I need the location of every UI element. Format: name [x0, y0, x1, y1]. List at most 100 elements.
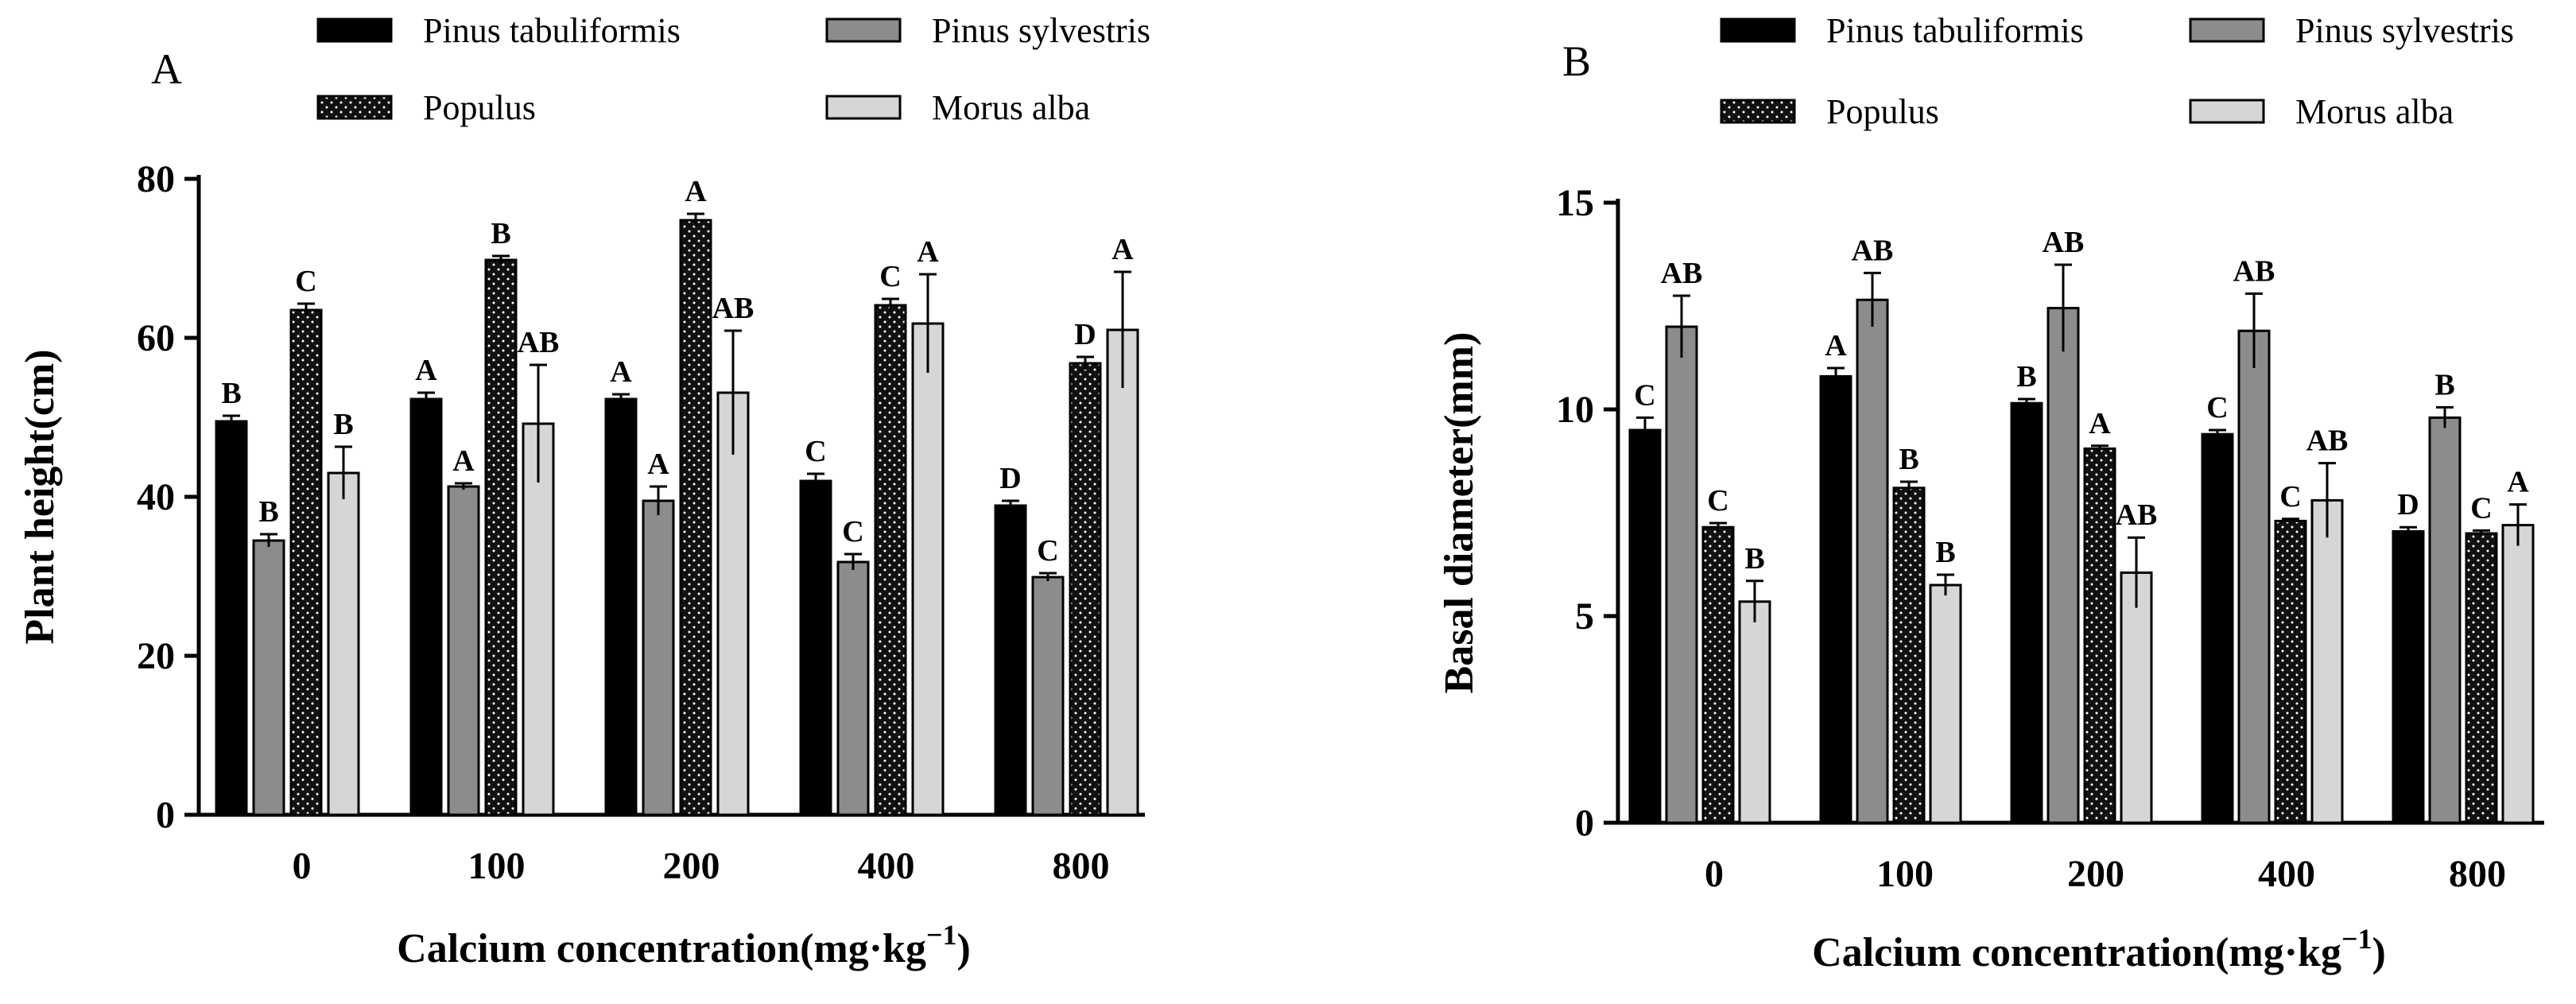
panel-a-legend-label-3: Populus — [423, 88, 536, 127]
panel-a-legend-label-4: Morus alba — [932, 88, 1090, 127]
panel-a-sig-label-s2-c4: C — [1037, 534, 1058, 568]
panel-a-x-tick-label-4: 800 — [1053, 845, 1110, 887]
panel-b-sig-label-s2-c0: AB — [1661, 257, 1703, 290]
panel-b-x-tick-label-1: 100 — [1876, 853, 1934, 895]
panel-a-bar-s4-c2 — [716, 391, 750, 816]
panel-b-x-tick-label-0: 0 — [1705, 853, 1724, 895]
panel-b-bar-s2-c0 — [1665, 325, 1698, 824]
panel-b-bar-s1-c0 — [1628, 428, 1662, 824]
panel-b-sig-label-s1-c3: C — [2206, 391, 2228, 424]
panel-b-bar-s2-c3 — [2237, 329, 2271, 824]
panel-a-sig-label-s2-c0: B — [258, 495, 278, 529]
panel-a-bar-s2-c0 — [252, 539, 285, 816]
panel-a-bar-s2-c3 — [836, 560, 870, 816]
panel-b-sig-label-s4-c1: B — [1935, 536, 1955, 569]
panel-a-bar-s4-c4 — [1106, 328, 1139, 816]
panel-b-legend-swatch-1 — [1720, 17, 1796, 43]
panel-a-sig-label-s3-c3: C — [879, 260, 901, 293]
panel-b-x-tick-label-4: 800 — [2449, 853, 2506, 895]
panel-b-legend-label-3: Populus — [1826, 92, 1939, 131]
panel-a-legend-label-2: Pinus sylvestris — [932, 11, 1150, 50]
panel-b-y-tick-label-1: 5 — [1575, 595, 1594, 638]
panel-a-bar-s1-c4 — [994, 504, 1027, 816]
panel-b-bar-s2-c1 — [1856, 298, 1889, 824]
panel-a-bar-s2-c2 — [642, 499, 675, 816]
panel-a-sig-label-s2-c1: A — [452, 444, 475, 478]
panel-b-sig-label-s3-c2: A — [2089, 407, 2111, 440]
panel-b-sig-label-s3-c1: B — [1899, 443, 1918, 476]
panel-a-sig-label-s1-c2: A — [610, 355, 632, 389]
panel-b-legend-swatch-4 — [2189, 99, 2265, 124]
panel-b-sig-label-s3-c3: C — [2279, 480, 2301, 514]
panel-a-bar-s1-c3 — [799, 479, 832, 816]
panel-a-bar-s1-c2 — [604, 397, 638, 816]
panel-a-bar-s3-c4 — [1069, 362, 1102, 816]
panel-a-bar-s4-c3 — [911, 322, 945, 816]
panel-a-sig-label-s1-c0: B — [221, 377, 241, 410]
panel-a-letter: A — [151, 45, 182, 93]
panel-a-bar-s1-c0 — [215, 420, 248, 816]
panel-b-bar-s3-c4 — [2465, 532, 2498, 824]
panel-b-bar-s1-c3 — [2201, 432, 2234, 824]
panel-b-x-axis-title: Calcium concentration(mg·kg−1) — [1812, 923, 2386, 975]
panel-b-bar-s3-c0 — [1701, 525, 1735, 824]
panel-b-legend-label-1: Pinus tabuliformis — [1826, 11, 2084, 50]
panel-b-sig-label-s3-c4: C — [2470, 491, 2492, 525]
panel-a-legend-swatch-3 — [316, 95, 393, 120]
panel-b-bar-s4-c0 — [1738, 600, 1771, 824]
panel-b-bar-s3-c2 — [2083, 447, 2116, 824]
panel-a-sig-label-s1-c4: D — [999, 462, 1021, 495]
panel-b-x-tick-label-3: 400 — [2258, 853, 2315, 895]
panel-b-sig-label-s2-c3: AB — [2233, 254, 2275, 288]
panel-b-sig-label-s2-c2: AB — [2043, 226, 2085, 259]
panel-a-y-tick-label-0: 0 — [156, 794, 175, 836]
panel-a-sig-label-s4-c2: AB — [712, 292, 755, 325]
panel-a-bar-s3-c3 — [874, 304, 907, 816]
panel-b-bar-s2-c2 — [2046, 307, 2080, 824]
panel-a-y-tick-label-3: 60 — [137, 317, 175, 359]
panel-b-bar-s4-c3 — [2310, 498, 2344, 824]
panel-b-letter: B — [1562, 37, 1591, 85]
panel-b-chart: B Pinus tabuliformis Pinus sylvestris Popul… — [1437, 11, 2544, 975]
panel-a-x-tick-label-1: 100 — [468, 845, 526, 887]
panel-a-bar-s1-c1 — [409, 397, 443, 816]
panel-a-x-tick-label-2: 200 — [663, 845, 720, 887]
panel-a-x-tick-label-3: 400 — [858, 845, 915, 887]
panel-a-bar-s2-c4 — [1031, 576, 1065, 816]
panel-a-bar-s3-c2 — [679, 219, 712, 816]
panel-b-bar-s1-c4 — [2392, 529, 2425, 824]
panel-a-sig-label-s3-c0: C — [295, 265, 316, 298]
panel-b-legend-swatch-3 — [1720, 99, 1796, 124]
panel-b-sig-label-s1-c0: C — [1634, 378, 1655, 412]
panel-a-bar-s4-c0 — [327, 471, 360, 816]
panel-a-sig-label-s4-c3: A — [917, 235, 939, 269]
panel-b-sig-label-s3-c0: C — [1707, 484, 1728, 518]
panel-b-bar-s1-c1 — [1819, 374, 1852, 824]
panel-b-bar-s3-c1 — [1892, 486, 1926, 824]
panel-a-legend-swatch-4 — [825, 95, 902, 120]
panel-a-sig-label-s4-c4: A — [1111, 233, 1134, 266]
panel-a-y-tick-label-4: 80 — [137, 158, 175, 200]
panel-b-bar-s2-c4 — [2428, 416, 2462, 824]
panel-b-y-tick-label-3: 15 — [1556, 182, 1594, 224]
panel-b-sig-label-s4-c2: AB — [2116, 498, 2158, 532]
panel-a-sig-label-s2-c2: A — [647, 448, 669, 481]
panel-a-x-tick-label-0: 0 — [293, 845, 312, 887]
panel-a-y-tick-label-1: 20 — [137, 635, 175, 677]
panel-b-sig-label-s4-c0: B — [1744, 542, 1764, 576]
panel-a-y-axis-title: Plant height(cm) — [17, 349, 63, 644]
panel-b-sig-label-s4-c4: A — [2507, 466, 2529, 499]
panel-a-bar-s2-c1 — [447, 485, 480, 816]
panel-b-bar-s3-c3 — [2274, 519, 2307, 824]
panel-b-legend-label-4: Morus alba — [2295, 92, 2454, 131]
panel-b-y-tick-label-2: 10 — [1556, 389, 1594, 431]
panel-a-legend-swatch-1 — [316, 17, 393, 43]
panel-b-y-tick-label-0: 0 — [1575, 802, 1594, 844]
panel-a-sig-label-s2-c3: C — [842, 515, 863, 549]
panel-b-sig-label-s1-c4: D — [2397, 488, 2419, 521]
panel-a-x-axis-title: Calcium concentration(mg·kg−1) — [397, 919, 971, 971]
panel-b-sig-label-s4-c3: AB — [2306, 424, 2349, 458]
panel-a-sig-label-s4-c1: AB — [518, 326, 560, 359]
panel-b-x-tick-label-2: 200 — [2067, 853, 2124, 895]
